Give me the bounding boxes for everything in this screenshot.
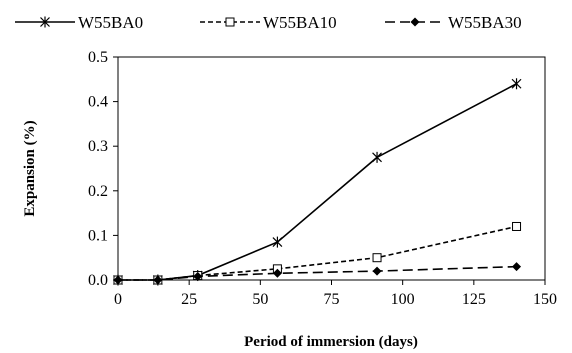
series-W55BA30 [113,262,522,285]
legend-label: W55BA10 [263,13,337,32]
y-axis-ticks: 0.0 0.1 0.2 0.3 0.4 0.5 [88,49,118,289]
legend-label: W55BA30 [448,13,522,32]
x-axis-ticks: 0 25 50 75 100 125 150 [114,280,557,308]
data-point [113,275,123,285]
series-line [118,83,517,281]
series-W55BA0 [113,78,522,286]
legend-marker [225,17,235,27]
x-tick-label: 150 [533,291,557,308]
y-tick-label: 0.3 [88,138,108,155]
data-point [372,151,382,163]
data-point [511,78,522,90]
chart-legend: W55BA0 W55BA10 W55BA30 [15,13,522,32]
x-tick-label: 25 [181,291,197,308]
data-point [272,236,283,248]
y-tick-label: 0.5 [88,49,108,66]
data-point [372,253,382,263]
data-point [272,268,282,278]
y-tick-label: 0.0 [88,272,108,289]
data-point [153,275,163,285]
x-axis-title: Period of immersion (days) [244,334,418,350]
y-tick-label: 0.2 [88,183,108,200]
data-point [512,221,522,231]
y-tick-label: 0.1 [88,227,108,244]
plot-frame [117,56,546,281]
legend-marker [40,16,50,28]
y-axis-title: Expansion (%) [22,120,38,216]
plot-area [117,56,546,281]
x-tick-label: 125 [462,291,486,308]
series-W55BA10 [113,221,522,285]
data-point [512,262,522,272]
series-line [118,265,517,281]
legend-item: W55BA0 [15,13,143,32]
legend-label: W55BA0 [78,13,143,32]
x-tick-label: 50 [252,291,268,308]
x-tick-label: 75 [324,291,340,308]
y-tick-label: 0.4 [88,94,108,111]
x-tick-label: 0 [114,291,122,308]
legend-item: W55BA30 [385,13,522,32]
data-point [372,266,382,276]
x-tick-label: 100 [391,291,415,308]
legend-item: W55BA10 [200,13,337,32]
series-group [113,78,522,286]
data-point [193,271,203,281]
legend-marker [410,17,420,27]
